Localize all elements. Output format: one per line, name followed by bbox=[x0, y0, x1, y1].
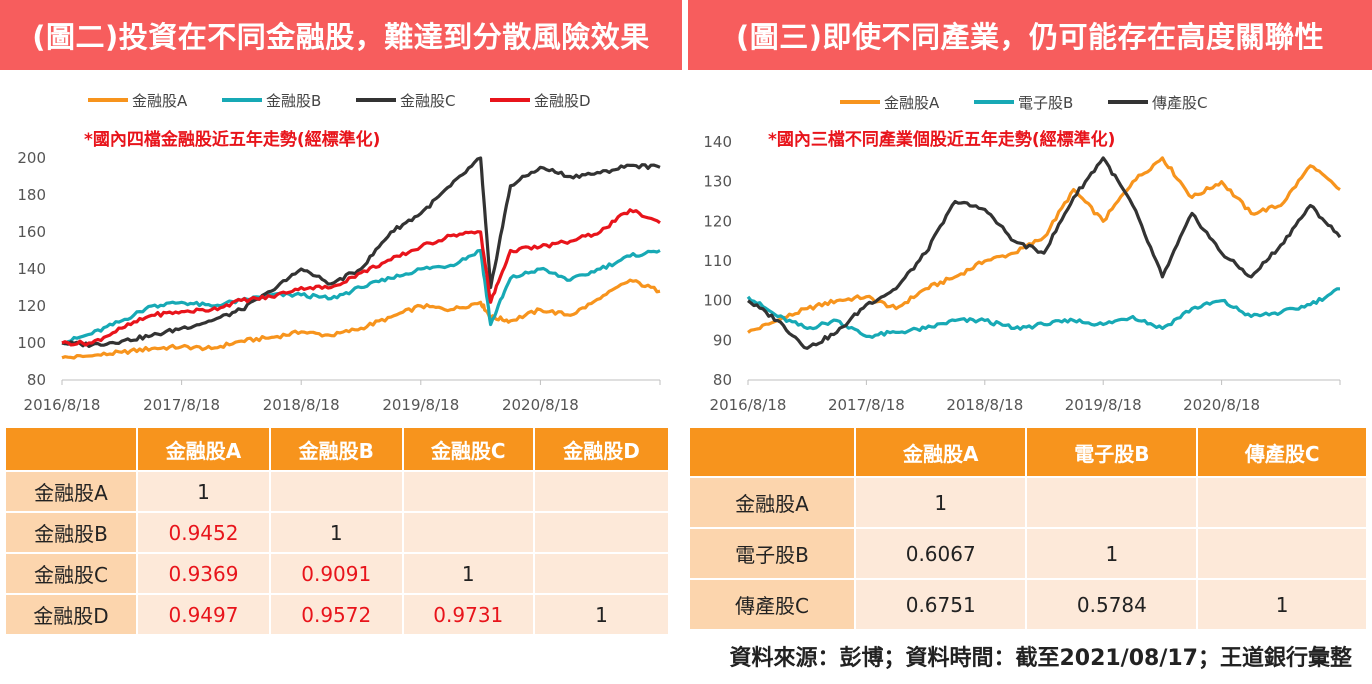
series-line-2 bbox=[61, 248, 661, 346]
table-cell: 1 bbox=[1027, 529, 1197, 578]
table-cell: 1 bbox=[270, 513, 402, 552]
table-row: 傳產股C 0.6751 0.5784 1 bbox=[690, 580, 1366, 629]
row-header: 電子股B bbox=[690, 529, 854, 578]
table-cell: 1 bbox=[138, 472, 269, 511]
y-tick-label: 130 bbox=[703, 173, 732, 191]
table-cell: 0.9369 bbox=[138, 554, 269, 593]
x-tick-label: 2019/8/18 bbox=[382, 396, 459, 414]
column-header: 金融股B bbox=[270, 428, 402, 470]
right-title: (圖三)即使不同產業，仍可能存在高度關聯性 bbox=[688, 0, 1372, 70]
x-tick-label: 2016/8/18 bbox=[24, 396, 101, 414]
y-tick-label: 80 bbox=[713, 371, 732, 389]
y-tick-label: 110 bbox=[703, 252, 732, 270]
source-note: 資料來源：彭博；資料時間：截至2021/08/17；王道銀行彙整 bbox=[729, 646, 1352, 671]
y-tick-label: 200 bbox=[17, 149, 46, 167]
table-cell bbox=[1198, 529, 1366, 578]
chart-annotation: *國內四檔金融股近五年走勢(經標準化) bbox=[84, 129, 380, 150]
legend-label: 金融股D bbox=[534, 92, 591, 110]
y-tick-label: 100 bbox=[703, 292, 732, 310]
y-tick-label: 160 bbox=[17, 223, 46, 241]
legend-label: 傳產股C bbox=[1152, 94, 1207, 112]
x-tick-label: 2017/8/18 bbox=[143, 396, 220, 414]
legend-label: 電子股B bbox=[1018, 94, 1073, 112]
table-corner bbox=[6, 428, 136, 470]
column-header: 傳產股C bbox=[1198, 428, 1366, 476]
x-tick-label: 2018/8/18 bbox=[263, 396, 340, 414]
table-row: 金融股A 1 bbox=[690, 478, 1366, 527]
table-cell: 1 bbox=[1198, 580, 1366, 629]
series-line-3 bbox=[747, 156, 1342, 350]
table-cell: 0.9091 bbox=[270, 554, 402, 593]
left-chart: 80 100 120 140 160 180 200 2016/8/18 2017/8/18 20… bbox=[17, 92, 661, 414]
row-header: 金融股A bbox=[690, 478, 854, 527]
table-cell bbox=[535, 513, 668, 552]
table-cell: 0.5784 bbox=[1027, 580, 1197, 629]
table-cell: 1 bbox=[403, 554, 534, 593]
x-tick-label: 2019/8/18 bbox=[1065, 396, 1142, 414]
x-tick-label: 2016/8/18 bbox=[710, 396, 787, 414]
table-row: 金融股A 1 bbox=[6, 472, 668, 511]
x-tick-label: 2020/8/18 bbox=[502, 396, 579, 414]
table-row: 金融股D 0.9497 0.9572 0.9731 1 bbox=[6, 595, 668, 634]
left-title: (圖二)投資在不同金融股，難達到分散風險效果 bbox=[0, 0, 682, 70]
column-header: 金融股A bbox=[138, 428, 269, 470]
table-cell: 0.9731 bbox=[403, 595, 534, 634]
table-cell bbox=[535, 554, 668, 593]
series-line-1 bbox=[747, 156, 1341, 334]
x-tick-label: 2020/8/18 bbox=[1183, 396, 1260, 414]
row-header: 金融股A bbox=[6, 472, 136, 511]
y-tick-label: 120 bbox=[703, 212, 732, 230]
table-cell: 0.9497 bbox=[138, 595, 269, 634]
table-cell bbox=[535, 472, 668, 511]
x-tick-label: 2017/8/18 bbox=[828, 396, 905, 414]
column-header: 金融股D bbox=[535, 428, 668, 470]
table-cell: 1 bbox=[856, 478, 1026, 527]
right-panel: (圖三)即使不同產業，仍可能存在高度關聯性 80 90 100 110 120 130 14… bbox=[688, 0, 1372, 629]
table-row: 金融股B 0.9452 1 bbox=[6, 513, 668, 552]
table-cell: 0.6751 bbox=[856, 580, 1026, 629]
right-chart: 80 90 100 110 120 130 140 2016/8/18 2017/8/18 201… bbox=[703, 94, 1342, 414]
right-correlation-table: 金融股A 電子股B 傳產股C 金融股A 1 電子股B 0.6067 1 傳產股C 0.6751 0.… bbox=[688, 426, 1368, 631]
table-cell bbox=[403, 472, 534, 511]
y-tick-label: 140 bbox=[17, 260, 46, 278]
table-cell: 0.6067 bbox=[856, 529, 1026, 578]
y-tick-label: 120 bbox=[17, 297, 46, 315]
series-line-1 bbox=[61, 278, 661, 360]
y-tick-label: 80 bbox=[27, 371, 46, 389]
series-line-4 bbox=[61, 208, 661, 347]
y-tick-label: 90 bbox=[713, 331, 732, 349]
row-header: 金融股D bbox=[6, 595, 136, 634]
chart-annotation: *國內三檔不同產業個股近五年走勢(經標準化) bbox=[768, 129, 1115, 150]
row-header: 金融股C bbox=[6, 554, 136, 593]
table-cell: 0.9452 bbox=[138, 513, 269, 552]
series-line-3 bbox=[61, 156, 661, 348]
table-cell bbox=[270, 472, 402, 511]
y-tick-label: 140 bbox=[703, 133, 732, 151]
table-cell bbox=[1027, 478, 1197, 527]
column-header: 金融股A bbox=[856, 428, 1026, 476]
legend-label: 金融股A bbox=[884, 94, 940, 112]
table-row: 金融股C 0.9369 0.9091 1 bbox=[6, 554, 668, 593]
table-row: 電子股B 0.6067 1 bbox=[690, 529, 1366, 578]
y-tick-label: 180 bbox=[17, 186, 46, 204]
left-correlation-table: 金融股A 金融股B 金融股C 金融股D 金融股A 1 金融股B 0.9452 1 金融股C 0.93… bbox=[4, 426, 670, 636]
left-panel: (圖二)投資在不同金融股，難達到分散風險效果 80 100 120 140 160 180… bbox=[0, 0, 682, 634]
legend-label: 金融股C bbox=[400, 92, 455, 110]
row-header: 金融股B bbox=[6, 513, 136, 552]
legend-label: 金融股B bbox=[266, 92, 321, 110]
table-cell bbox=[1198, 478, 1366, 527]
column-header: 電子股B bbox=[1027, 428, 1197, 476]
table-corner bbox=[690, 428, 854, 476]
x-tick-label: 2018/8/18 bbox=[946, 396, 1023, 414]
y-tick-label: 100 bbox=[17, 334, 46, 352]
table-cell bbox=[403, 513, 534, 552]
table-cell: 0.9572 bbox=[270, 595, 402, 634]
column-header: 金融股C bbox=[403, 428, 534, 470]
table-cell: 1 bbox=[535, 595, 668, 634]
row-header: 傳產股C bbox=[690, 580, 854, 629]
legend-label: 金融股A bbox=[132, 92, 188, 110]
